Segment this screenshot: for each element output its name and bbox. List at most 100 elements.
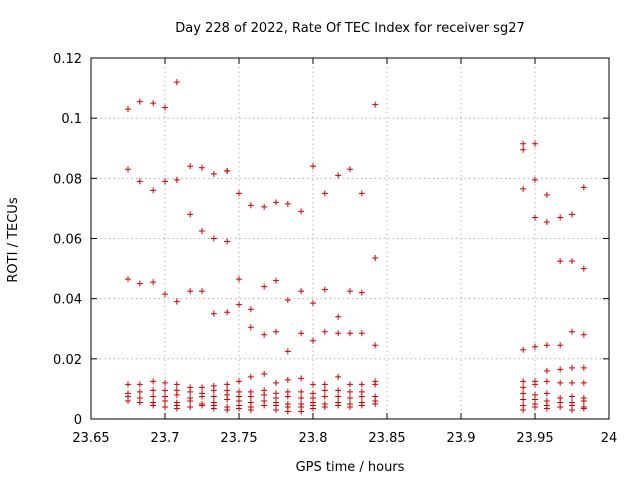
gridlines <box>91 58 609 419</box>
data-point <box>236 190 242 197</box>
data-point <box>358 381 365 388</box>
data-point <box>162 397 168 404</box>
data-point <box>557 403 564 410</box>
data-point <box>224 238 231 245</box>
data-point <box>310 405 316 412</box>
data-point <box>173 405 180 412</box>
data-point <box>557 342 564 349</box>
data-point <box>236 405 242 412</box>
data-point <box>321 387 328 394</box>
data-point <box>199 393 205 400</box>
data-point <box>321 286 328 293</box>
data-point <box>125 276 131 283</box>
data-point <box>520 390 527 397</box>
data-point <box>543 378 550 385</box>
data-point <box>236 378 242 385</box>
data-point <box>199 384 205 391</box>
data-point <box>247 306 254 313</box>
data-point <box>261 331 268 338</box>
data-point <box>298 375 305 382</box>
data-point <box>372 101 379 108</box>
data-point <box>580 184 587 191</box>
data-point <box>358 289 365 296</box>
x-tick-label: 23.9 <box>447 431 476 446</box>
data-points <box>125 79 587 415</box>
data-point <box>298 208 305 215</box>
data-point <box>125 106 131 113</box>
y-axis-label: ROTI / TECUs <box>6 197 21 282</box>
data-point <box>569 406 575 413</box>
data-point <box>261 402 268 409</box>
data-point <box>199 227 205 234</box>
x-tick-label: 23.95 <box>516 431 553 446</box>
data-point <box>284 393 291 400</box>
data-point <box>136 399 143 406</box>
data-point <box>162 379 168 386</box>
data-point <box>284 348 291 355</box>
data-point <box>236 276 242 283</box>
data-point <box>520 185 527 192</box>
data-point <box>520 146 527 153</box>
data-point <box>569 364 575 371</box>
data-point <box>247 373 254 380</box>
data-point <box>532 176 538 183</box>
data-point <box>358 402 365 409</box>
data-point <box>298 394 305 401</box>
data-point <box>557 258 564 265</box>
data-point <box>298 288 305 295</box>
data-point <box>150 393 157 400</box>
data-point <box>273 379 279 386</box>
data-point <box>173 381 180 388</box>
data-point <box>162 291 168 298</box>
data-point <box>136 178 143 185</box>
data-point <box>150 402 157 409</box>
data-point <box>569 379 575 386</box>
data-point <box>187 388 194 395</box>
data-point <box>284 200 291 207</box>
data-point <box>335 393 342 400</box>
data-point <box>580 405 587 412</box>
data-point <box>162 387 168 394</box>
data-point <box>321 403 328 410</box>
data-point <box>173 391 180 398</box>
y-tick-label: 0.12 <box>53 52 82 67</box>
data-point <box>125 381 131 388</box>
data-point <box>520 406 527 413</box>
data-point <box>187 211 194 218</box>
data-point <box>543 218 550 225</box>
data-point <box>273 277 279 284</box>
data-point <box>520 396 527 403</box>
data-point <box>136 381 143 388</box>
y-tick-label: 0.06 <box>53 233 82 248</box>
data-point <box>150 387 157 394</box>
data-point <box>347 330 353 337</box>
data-point <box>284 376 291 383</box>
data-point <box>187 288 194 295</box>
data-point <box>321 190 328 197</box>
data-point <box>298 330 305 337</box>
data-point <box>210 170 217 177</box>
data-point <box>173 176 180 183</box>
data-point <box>284 408 291 415</box>
data-point <box>520 378 527 385</box>
data-point <box>224 396 231 403</box>
data-point <box>162 104 168 111</box>
data-point <box>210 310 217 317</box>
y-tick-label: 0 <box>74 413 82 428</box>
data-point <box>187 397 194 404</box>
data-point <box>136 98 143 105</box>
data-point <box>532 214 538 221</box>
data-point <box>335 402 342 409</box>
data-point <box>125 397 131 404</box>
y-tick-label: 0.02 <box>53 353 82 368</box>
data-point <box>273 199 279 206</box>
data-point <box>199 402 205 409</box>
data-point <box>298 388 305 395</box>
data-point <box>162 403 168 410</box>
data-point <box>347 288 353 295</box>
data-point <box>580 379 587 386</box>
data-point <box>321 381 328 388</box>
data-point <box>347 403 353 410</box>
data-point <box>173 298 180 305</box>
